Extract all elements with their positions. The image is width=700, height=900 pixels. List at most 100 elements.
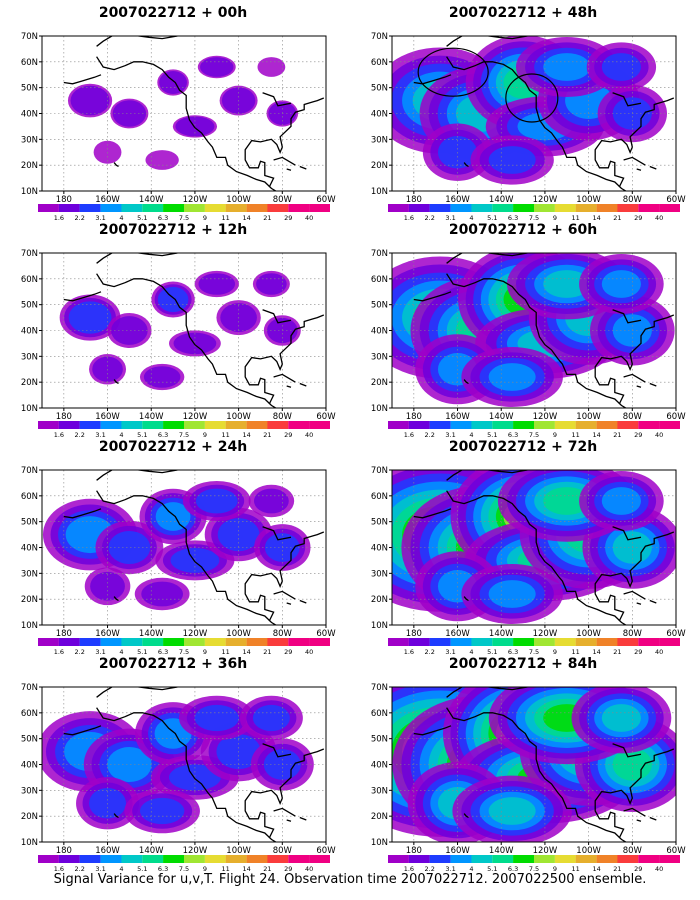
colorbar-swatch bbox=[617, 638, 639, 646]
field-contour bbox=[488, 146, 536, 174]
lon-tick-label: 100W bbox=[226, 412, 251, 422]
colorbar-label: 11 bbox=[572, 431, 580, 439]
colorbar-swatch bbox=[492, 638, 514, 646]
colorbar-label: 3.1 bbox=[95, 865, 105, 873]
variance-field bbox=[67, 55, 299, 170]
lat-tick-label: 20N bbox=[21, 595, 38, 605]
lat-tick-label: 70N bbox=[371, 249, 388, 259]
great-lakes bbox=[262, 309, 292, 324]
lon-tick-label: 180 bbox=[406, 846, 422, 856]
lon-tick-label: 180 bbox=[406, 629, 422, 639]
gridlines bbox=[392, 36, 676, 191]
coastline bbox=[446, 687, 528, 698]
field-contour bbox=[175, 116, 215, 137]
colorbar-label: 7.5 bbox=[179, 648, 189, 656]
colorbar-label: 7.5 bbox=[529, 648, 539, 656]
colorbar-label: 7.5 bbox=[529, 214, 539, 222]
lat-tick-label: 60N bbox=[21, 492, 38, 502]
colorbar-swatch bbox=[267, 421, 289, 429]
lat-tick-label: 40N bbox=[21, 544, 38, 554]
map-figure: 10N 20N 30N 40N 50N 60N 70N 180 160W 140W 120W 100W… bbox=[371, 466, 686, 656]
island-outline bbox=[413, 74, 452, 85]
map-panel-p00: 2007022712 + 00h 10N 20N 30N 40N 50N 60N 70N 180… bbox=[8, 4, 338, 222]
colorbar-label: 9 bbox=[203, 865, 207, 873]
colorbar-swatch bbox=[309, 638, 330, 646]
colorbar-label: 3.1 bbox=[445, 865, 455, 873]
colorbar-swatch bbox=[38, 421, 59, 429]
map-panel-p84: 2007022712 + 84h 10N 20N 30N 40N 50N 60N 70N 180… bbox=[358, 655, 688, 873]
lon-tick-label: 160W bbox=[445, 412, 470, 422]
colorbar-label: 14 bbox=[242, 865, 250, 873]
colorbar-swatch bbox=[288, 421, 310, 429]
variance-field bbox=[392, 687, 676, 842]
lat-tick-label: 40N bbox=[371, 327, 388, 337]
colorbar-swatch bbox=[388, 855, 409, 863]
observation-ellipse bbox=[417, 47, 489, 97]
colorbar-swatch bbox=[513, 204, 534, 212]
colorbar-label: 11 bbox=[572, 865, 580, 873]
colorbar-label: 1.6 bbox=[404, 865, 414, 873]
great-lakes bbox=[612, 309, 642, 324]
lat-tick-label: 10N bbox=[371, 187, 388, 197]
coastline bbox=[446, 470, 528, 481]
colorbar-label: 6.3 bbox=[158, 431, 168, 439]
island-outline bbox=[623, 807, 646, 817]
map-figure: 10N 20N 30N 40N 50N 60N 70N 180 160W 140W 120W 100W… bbox=[21, 466, 336, 656]
colorbar-label: 6.3 bbox=[158, 214, 168, 222]
colorbar-swatch bbox=[638, 421, 660, 429]
lat-tick-label: 70N bbox=[371, 466, 388, 476]
colorbar-label: 7.5 bbox=[179, 214, 189, 222]
lon-tick-label: 180 bbox=[56, 846, 72, 856]
colorbar-label: 21 bbox=[263, 865, 271, 873]
colorbar-label: 9 bbox=[553, 214, 557, 222]
colorbar-swatch bbox=[429, 855, 451, 863]
field-contour bbox=[169, 764, 221, 791]
colorbar-label: 9 bbox=[203, 214, 207, 222]
gridlines bbox=[392, 687, 676, 842]
field-contour bbox=[252, 704, 290, 732]
map-figure: 10N 20N 30N 40N 50N 60N 70N 180 160W 140W 120W 100W… bbox=[371, 32, 686, 222]
island-outline bbox=[299, 816, 307, 821]
colorbar-label: 4 bbox=[469, 865, 473, 873]
colorbar-label: 2.2 bbox=[425, 214, 435, 222]
colorbar-label: 14 bbox=[242, 648, 250, 656]
colorbar-label: 40 bbox=[655, 865, 663, 873]
lon-tick-label: 120W bbox=[183, 195, 208, 205]
coastline bbox=[96, 490, 277, 625]
field-contour bbox=[601, 487, 641, 515]
field-contour bbox=[601, 704, 641, 732]
colorbar-swatch bbox=[408, 204, 430, 212]
coastline bbox=[446, 56, 627, 191]
lon-tick-label: 140W bbox=[489, 195, 514, 205]
observation-ellipse bbox=[505, 73, 559, 123]
colorbar-swatch bbox=[617, 855, 639, 863]
lon-tick-label: 60W bbox=[316, 412, 336, 422]
island-outline bbox=[413, 291, 452, 302]
colorbar-label: 40 bbox=[305, 865, 313, 873]
colorbar-swatch bbox=[79, 421, 101, 429]
lat-tick-label: 20N bbox=[21, 378, 38, 388]
colorbar-swatch bbox=[596, 638, 618, 646]
gridlines bbox=[42, 470, 326, 625]
lat-tick-label: 30N bbox=[371, 786, 388, 796]
colorbar-label: 14 bbox=[592, 865, 600, 873]
colorbar-swatch bbox=[388, 204, 409, 212]
colorbar-swatch bbox=[471, 204, 493, 212]
lon-tick-label: 100W bbox=[226, 846, 251, 856]
figure-caption: Signal Variance for u,v,T. Flight 24. Ob… bbox=[53, 872, 647, 887]
coastline bbox=[594, 531, 675, 622]
map-panel-p72: 2007022712 + 72h 10N 20N 30N 40N 50N 60N 70N 180… bbox=[358, 438, 688, 656]
coastline bbox=[446, 490, 627, 625]
gridlines bbox=[42, 253, 326, 408]
lat-tick-label: 20N bbox=[371, 595, 388, 605]
coastline bbox=[446, 253, 528, 264]
colorbar-label: 11 bbox=[222, 648, 230, 656]
colorbar-label: 9 bbox=[553, 865, 557, 873]
colorbar-label: 4 bbox=[119, 648, 123, 656]
lat-tick-label: 40N bbox=[21, 327, 38, 337]
lon-tick-label: 140W bbox=[489, 846, 514, 856]
lon-tick-label: 160W bbox=[95, 629, 120, 639]
coastlines bbox=[413, 253, 675, 408]
field-contour bbox=[195, 488, 238, 514]
field-contour bbox=[141, 581, 184, 607]
